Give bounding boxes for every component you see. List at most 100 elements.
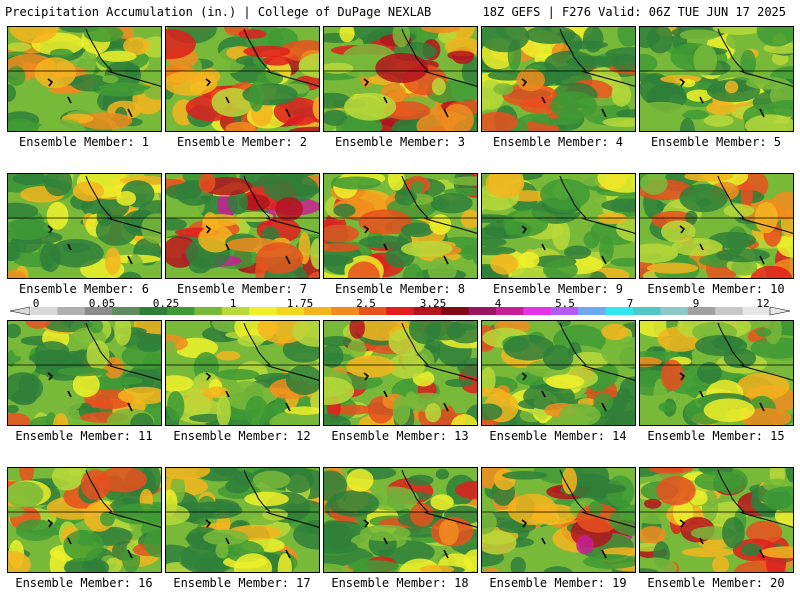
- member-caption: Ensemble Member: 18: [331, 576, 469, 590]
- colorbar-swatch: [605, 307, 634, 315]
- precip-field: [166, 321, 319, 425]
- precip-field: [640, 174, 793, 278]
- ensemble-member-map: [481, 173, 636, 279]
- precip-field: [166, 27, 319, 131]
- ensemble-member-map: [481, 320, 636, 426]
- colorbar-swatch: [715, 307, 744, 315]
- precip-field: [324, 468, 477, 572]
- ensemble-member-map: [323, 173, 478, 279]
- colorbar-swatch: [139, 307, 168, 315]
- ensemble-member-map: [7, 320, 162, 426]
- precip-colorbar: [9, 306, 791, 316]
- colorbar-tick-label: 1: [229, 297, 237, 310]
- member-caption: Ensemble Member: 10: [647, 282, 785, 296]
- colorbar-tick-label: 7: [626, 297, 634, 310]
- colorbar-swatch: [550, 307, 579, 315]
- colorbar-swatch: [304, 307, 332, 315]
- ensemble-member-map: [165, 173, 320, 279]
- colorbar-tick-label: 4: [494, 297, 502, 310]
- colorbar-max-arrow: [769, 306, 791, 316]
- member-caption: Ensemble Member: 1: [18, 135, 150, 149]
- colorbar-tick-label: 12: [756, 297, 770, 310]
- colorbar-swatch: [523, 307, 552, 315]
- ensemble-member-map: [639, 467, 794, 573]
- colorbar-tick-label: 0.05: [88, 297, 116, 310]
- ensemble-member-map: [639, 26, 794, 132]
- ensemble-member-map: [165, 26, 320, 132]
- colorbar-tick-label: 5.5: [555, 297, 575, 310]
- colorbar-swatch: [660, 307, 689, 315]
- ensemble-member-map: [639, 173, 794, 279]
- member-caption: Ensemble Member: 16: [15, 576, 153, 590]
- colorbar-swatch: [276, 307, 305, 315]
- colorbar-swatch: [578, 307, 607, 315]
- colorbar-swatch: [30, 307, 58, 315]
- colorbar-min-arrow: [9, 306, 31, 316]
- colorbar-swatch: [358, 307, 387, 315]
- precip-field: [482, 321, 635, 425]
- precip-field: [640, 321, 793, 425]
- ensemble-member-map: [639, 320, 794, 426]
- colorbar-swatch: [57, 307, 86, 315]
- colorbar-swatch: [413, 307, 442, 315]
- member-caption: Ensemble Member: 11: [15, 429, 153, 443]
- precip-field: [8, 321, 161, 425]
- precip-field: [324, 321, 477, 425]
- ensemble-member-map: [7, 173, 162, 279]
- member-caption: Ensemble Member: 6: [18, 282, 150, 296]
- ensemble-member-map: [323, 26, 478, 132]
- colorbar-swatch: [194, 307, 223, 315]
- colorbar-swatch: [84, 307, 113, 315]
- ensemble-member-map: [323, 467, 478, 573]
- member-caption: Ensemble Member: 17: [173, 576, 311, 590]
- chart-title: Precipitation Accumulation (in.) | Colle…: [5, 5, 432, 19]
- precip-field: [324, 174, 477, 278]
- ensemble-member-map: [7, 26, 162, 132]
- precip-field: [324, 27, 477, 131]
- precip-field: [640, 468, 793, 572]
- member-caption: Ensemble Member: 7: [176, 282, 308, 296]
- colorbar-swatch: [742, 307, 771, 315]
- colorbar-swatch: [331, 307, 360, 315]
- colorbar-swatch: [221, 307, 250, 315]
- colorbar-swatch: [249, 307, 278, 315]
- ensemble-member-map: [481, 467, 636, 573]
- precip-field: [8, 27, 161, 131]
- ensemble-member-map: [323, 320, 478, 426]
- member-caption: Ensemble Member: 13: [331, 429, 469, 443]
- colorbar-tick-label: 1.75: [286, 297, 314, 310]
- colorbar-tick-label: 2.5: [356, 297, 376, 310]
- member-caption: Ensemble Member: 20: [647, 576, 785, 590]
- precip-field: [640, 27, 793, 131]
- member-caption: Ensemble Member: 9: [492, 282, 624, 296]
- model-run-info: 18Z GEFS | F276 Valid: 06Z TUE JUN 17 20…: [482, 5, 786, 19]
- colorbar-swatch: [441, 307, 470, 315]
- colorbar-tick-label: 3.25: [419, 297, 447, 310]
- member-caption: Ensemble Member: 2: [176, 135, 308, 149]
- precip-field: [8, 468, 161, 572]
- member-caption: Ensemble Member: 8: [334, 282, 466, 296]
- colorbar-swatch: [632, 307, 661, 315]
- colorbar-tick-label: 0.25: [152, 297, 180, 310]
- ensemble-member-map: [165, 320, 320, 426]
- member-caption: Ensemble Member: 4: [492, 135, 624, 149]
- colorbar-tick-label: 0: [32, 297, 40, 310]
- colorbar-tick-label: 9: [692, 297, 700, 310]
- member-caption: Ensemble Member: 19: [489, 576, 627, 590]
- colorbar-swatch: [386, 307, 415, 315]
- member-caption: Ensemble Member: 3: [334, 135, 466, 149]
- member-caption: Ensemble Member: 14: [489, 429, 627, 443]
- precip-field: [166, 174, 319, 278]
- precip-field: [166, 468, 319, 572]
- ensemble-member-map: [7, 467, 162, 573]
- member-caption: Ensemble Member: 15: [647, 429, 785, 443]
- colorbar-swatch: [687, 307, 716, 315]
- colorbar-swatch: [468, 307, 497, 315]
- ensemble-member-map: [481, 26, 636, 132]
- precip-field: [482, 468, 635, 572]
- member-caption: Ensemble Member: 12: [173, 429, 311, 443]
- colorbar-swatch: [112, 307, 141, 315]
- precip-field: [8, 174, 161, 278]
- member-caption: Ensemble Member: 5: [650, 135, 782, 149]
- colorbar-swatch: [495, 307, 524, 315]
